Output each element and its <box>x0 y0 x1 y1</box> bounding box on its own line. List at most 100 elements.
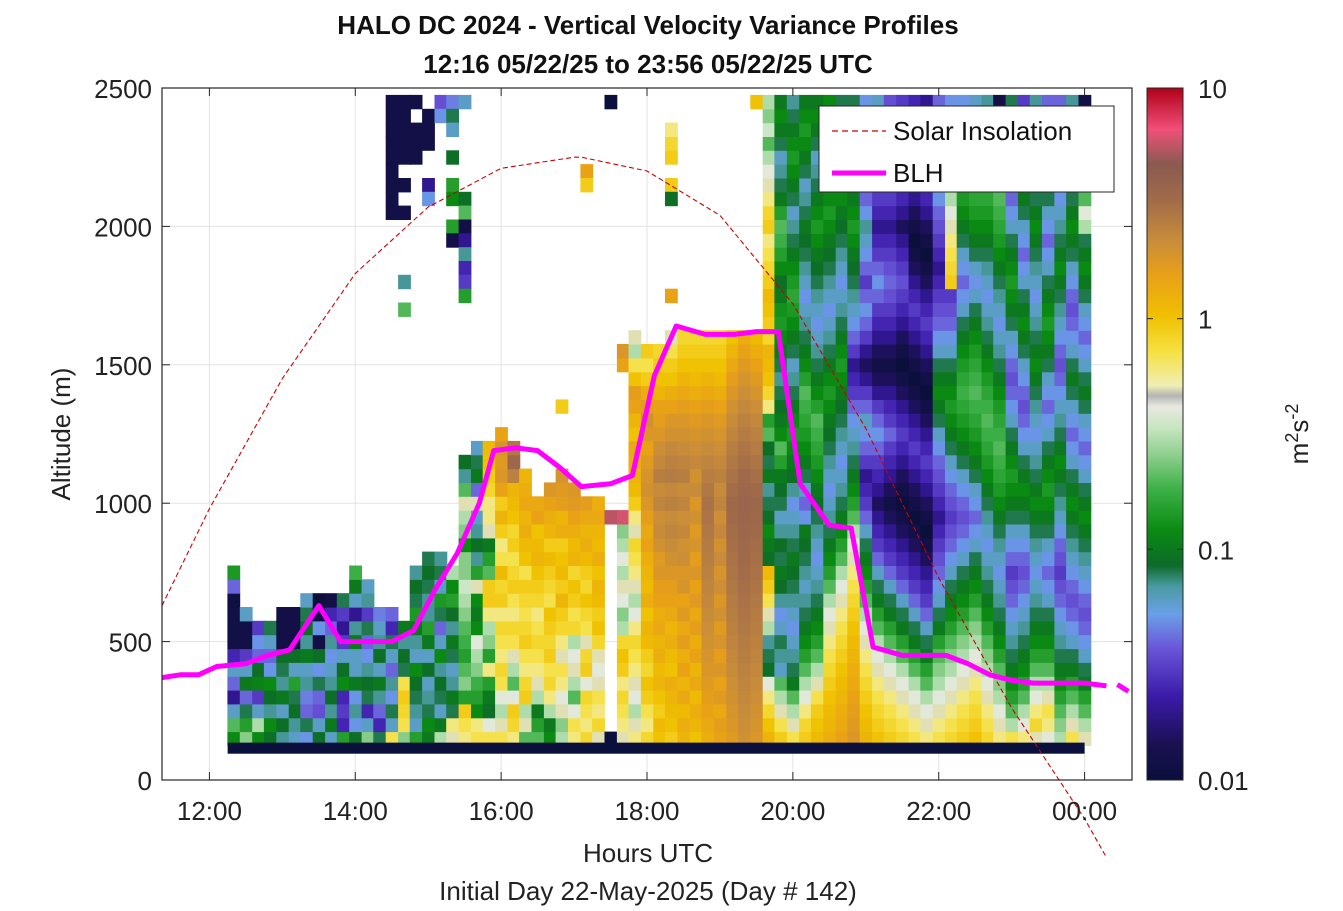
heatmap-cell <box>823 496 837 511</box>
heatmap-cell <box>969 302 982 317</box>
heatmap-cell <box>908 413 922 428</box>
heatmap-cell <box>896 703 909 719</box>
heatmap-cell <box>1042 385 1055 400</box>
heatmap-cell <box>482 593 496 608</box>
heatmap-cell <box>810 524 824 539</box>
heatmap-cell <box>409 122 423 137</box>
heatmap-cell <box>969 330 982 345</box>
heatmap-cell <box>482 648 496 663</box>
heatmap-cell <box>945 468 958 483</box>
heatmap-cell <box>750 648 764 663</box>
heatmap-cell <box>835 634 849 650</box>
heatmap-cell <box>665 620 678 636</box>
heatmap-cell <box>276 690 290 705</box>
heatmap-cell <box>300 634 314 650</box>
heatmap-cell <box>689 717 703 733</box>
heatmap-cell <box>507 593 521 608</box>
heatmap-cell <box>872 233 885 248</box>
heatmap-cell <box>969 454 982 470</box>
heatmap-cell <box>580 717 594 733</box>
heatmap-cell <box>701 510 715 525</box>
heatmap-cell <box>385 717 399 733</box>
heatmap-cell <box>398 662 411 677</box>
heatmap-cell <box>883 565 897 580</box>
heatmap-cell <box>799 261 812 276</box>
heatmap-cell <box>956 510 970 525</box>
heatmap-cell <box>677 468 691 483</box>
heatmap-cell <box>762 288 776 304</box>
heatmap-cell <box>762 607 776 622</box>
heatmap-cell <box>1005 510 1019 525</box>
heatmap-cell <box>1066 731 1079 746</box>
heatmap-cell <box>701 427 715 442</box>
heatmap-cell <box>896 316 909 331</box>
heatmap-cell <box>640 676 654 691</box>
heatmap-cell <box>1042 468 1055 483</box>
heatmap-cell <box>762 690 776 705</box>
heatmap-cell <box>762 676 776 691</box>
heatmap-cell <box>677 496 691 511</box>
heatmap-cell <box>969 607 982 622</box>
heatmap-cell <box>1078 233 1092 248</box>
heatmap-cell <box>677 385 691 400</box>
heatmap-cell <box>1029 648 1043 663</box>
heatmap-cell <box>628 676 642 691</box>
heatmap-cell <box>653 634 667 650</box>
heatmap-cell <box>920 233 934 248</box>
heatmap-cell <box>653 607 667 622</box>
heatmap-cell <box>762 399 776 414</box>
heatmap-cell <box>726 510 740 525</box>
heatmap-cell <box>422 178 435 193</box>
heatmap-cell <box>507 648 521 663</box>
heatmap-cell <box>288 731 302 746</box>
heatmap-cell <box>1066 413 1079 428</box>
heatmap-cell <box>810 579 824 594</box>
heatmap-cell <box>580 178 594 193</box>
heatmap-cell <box>872 274 885 290</box>
heatmap-cell <box>1042 344 1055 359</box>
heatmap-cell <box>1042 593 1055 608</box>
heatmap-cell <box>872 565 885 580</box>
heatmap-cell <box>1005 662 1019 677</box>
heatmap-cell <box>1078 468 1092 483</box>
heatmap-cell <box>288 690 302 705</box>
heatmap-cell <box>908 274 922 290</box>
heatmap-cell <box>580 648 594 663</box>
heatmap-cell <box>920 537 934 553</box>
heatmap-cell <box>872 690 885 705</box>
heatmap-cell <box>799 690 812 705</box>
heatmap-cell <box>640 648 654 663</box>
heatmap-cell <box>604 731 618 746</box>
heatmap-cell <box>495 648 508 663</box>
heatmap-cell <box>993 565 1006 580</box>
heatmap-cell <box>726 537 740 553</box>
heatmap-cell <box>519 648 532 663</box>
heatmap-cell <box>1029 454 1043 470</box>
heatmap-cell <box>993 468 1006 483</box>
heatmap-cell <box>993 648 1006 663</box>
heatmap-cell <box>872 247 885 262</box>
heatmap-cell <box>531 648 545 663</box>
heatmap-cell <box>908 482 922 497</box>
heatmap-cell <box>568 731 581 746</box>
heatmap-cell <box>786 690 800 705</box>
heatmap-cell <box>932 496 946 511</box>
heatmap-cell <box>969 717 982 733</box>
heatmap-cell <box>823 413 837 428</box>
heatmap-cell <box>872 510 885 525</box>
heatmap-cell <box>349 565 362 580</box>
heatmap-cell <box>1005 468 1019 483</box>
heatmap-cell <box>1018 205 1031 220</box>
heatmap-cell <box>737 690 751 705</box>
heatmap-cell <box>810 413 824 428</box>
heatmap-cell <box>762 178 776 193</box>
heatmap-cell <box>325 676 338 691</box>
heatmap-cell <box>969 593 982 608</box>
heatmap-cell <box>519 717 532 733</box>
heatmap-cell <box>665 537 678 553</box>
heatmap-cell <box>872 316 885 331</box>
heatmap-cell <box>628 551 642 566</box>
heatmap-cell <box>908 620 922 636</box>
heatmap-cell <box>859 648 873 663</box>
heatmap-cell <box>1078 510 1092 525</box>
